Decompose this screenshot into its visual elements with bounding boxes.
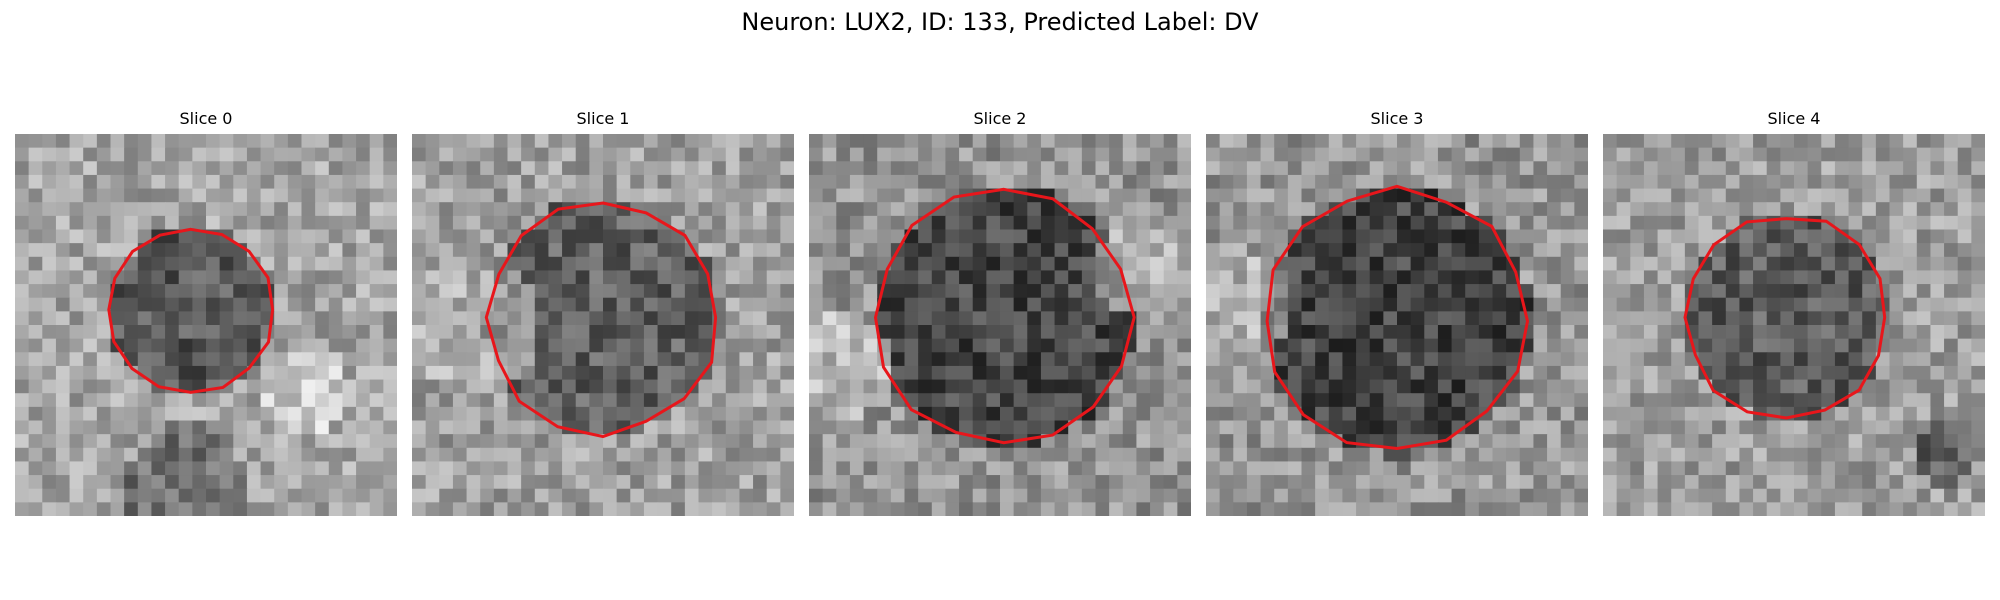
slice-panel-3: Slice 3 (1206, 108, 1588, 516)
roi-contour (873, 187, 1136, 445)
slice-title-0: Slice 0 (179, 109, 233, 128)
roi-contour (107, 227, 275, 394)
pixel-texture (412, 134, 794, 516)
slice-image-1 (412, 134, 794, 516)
slice-image-4 (1603, 134, 1985, 516)
slice-image-0 (15, 134, 397, 516)
pixel-texture (1206, 134, 1588, 516)
roi-contour (484, 201, 718, 439)
pixel-texture (15, 134, 397, 516)
roi-contour (1683, 217, 1887, 420)
pixel-texture (809, 134, 1191, 516)
slice-panel-2: Slice 2 (809, 108, 1191, 516)
slice-image-3 (1206, 134, 1588, 516)
pixel-texture (1603, 134, 1985, 516)
slice-title-2: Slice 2 (973, 109, 1027, 128)
slice-title-4: Slice 4 (1767, 109, 1821, 128)
figure-title: Neuron: LUX2, ID: 133, Predicted Label: … (741, 8, 1259, 36)
slice-title-3: Slice 3 (1370, 109, 1424, 128)
slice-panel-0: Slice 0 (15, 108, 397, 516)
roi-contour (1265, 184, 1530, 451)
slice-title-1: Slice 1 (576, 109, 630, 128)
slice-image-2 (809, 134, 1191, 516)
slice-panel-1: Slice 1 (412, 108, 794, 516)
slice-panel-4: Slice 4 (1603, 108, 1985, 516)
